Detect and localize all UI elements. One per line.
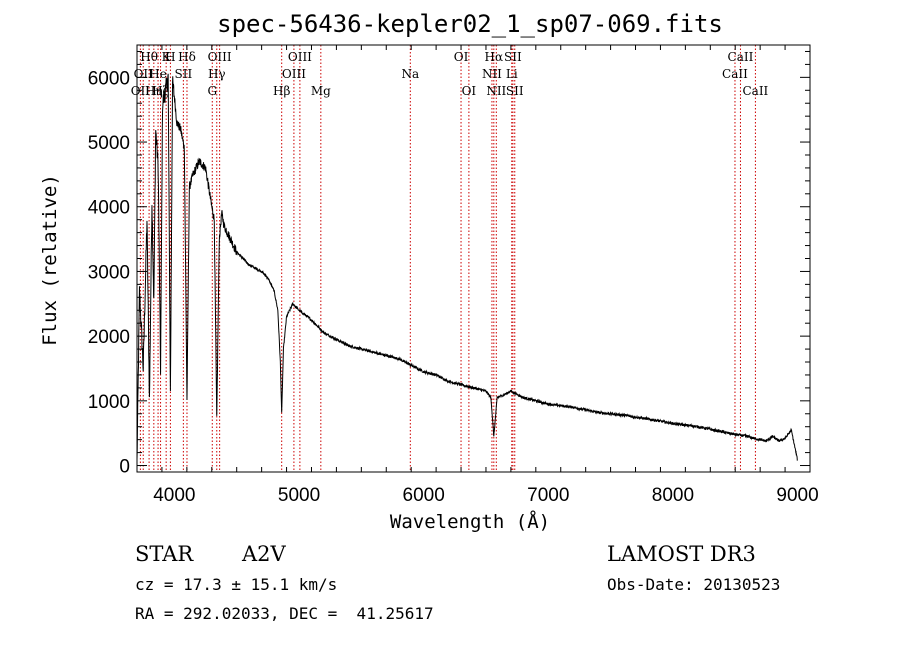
line-label-28: CaII [742,84,768,98]
line-label-21: Hα [485,50,504,64]
survey-name: LAMOST DR3 [607,542,756,566]
line-label-13: Hβ [273,84,290,98]
x-tick-label: 9000 [776,485,818,506]
line-label-14: OIII [282,67,306,81]
redshift-readout: cz = 17.3 ± 15.1 km/s [135,575,338,594]
object-class: STAR [135,542,194,566]
emission-line-markers [139,45,756,472]
series-layer [136,73,798,461]
x-tick-label: 4000 [153,485,195,506]
y-tick-label: 3000 [88,262,130,283]
line-label-10: G [207,84,217,98]
line-label-2: Hθ [140,50,158,64]
line-label-26: CaII [722,67,748,81]
line-label-16: Mg [311,84,331,98]
y-tick-label: 1000 [88,392,130,413]
obs-date: Obs-Date: 20130523 [607,575,781,594]
line-label-15: OIII [288,50,312,64]
line-label-4: He [149,67,167,81]
y-tick-label: 6000 [88,68,130,89]
line-label-12: OIII [208,50,232,64]
x-tick-label: 7000 [527,485,569,506]
y-tick-label: 5000 [88,133,130,154]
y-tick-label: 0 [119,457,130,478]
line-label-18: OI [454,50,469,64]
object-subclass: A2V [242,542,286,566]
line-label-3: Hη [145,84,163,98]
y-tick-label: 2000 [88,327,130,348]
line-label-24: SII [504,50,522,64]
x-tick-label: 5000 [278,485,320,506]
line-label-25: SII [506,84,524,98]
y-axis-label: Flux (relative) [39,174,61,346]
plot-frame [136,44,811,473]
emission-line-labels: OIIOIIHθHηHeHζKHSIIHδGHγOIIIHβOIIIOIIIMg… [131,50,769,98]
x-tick-label: 6000 [403,485,445,506]
series-spectrum [136,73,798,461]
line-label-6: K [162,50,172,64]
line-label-9: Hδ [178,50,196,64]
chart-title: spec-56436-kepler02_1_sp07-069.fits [217,10,723,38]
line-label-19: OI [462,84,477,98]
line-label-7: H [165,50,175,64]
line-label-17: Na [401,67,419,81]
y-tick-label: 4000 [88,198,130,219]
coordinates: RA = 292.02033, DEC = 41.25617 [135,604,434,623]
x-axis-label: Wavelength (Å) [389,511,551,533]
axis-ticks: 4000 5000 6000 7000 8000 9000 0 1000 2000 3000 400… [88,45,819,506]
line-label-8: SII [175,67,193,81]
line-label-20: NII [482,67,502,81]
line-label-22: NII [486,84,506,98]
x-tick-label: 8000 [652,485,694,506]
line-label-27: CaII [728,50,754,64]
line-label-0: OII [131,84,151,98]
line-label-11: Hγ [208,67,226,81]
line-label-23: Li [506,67,518,81]
